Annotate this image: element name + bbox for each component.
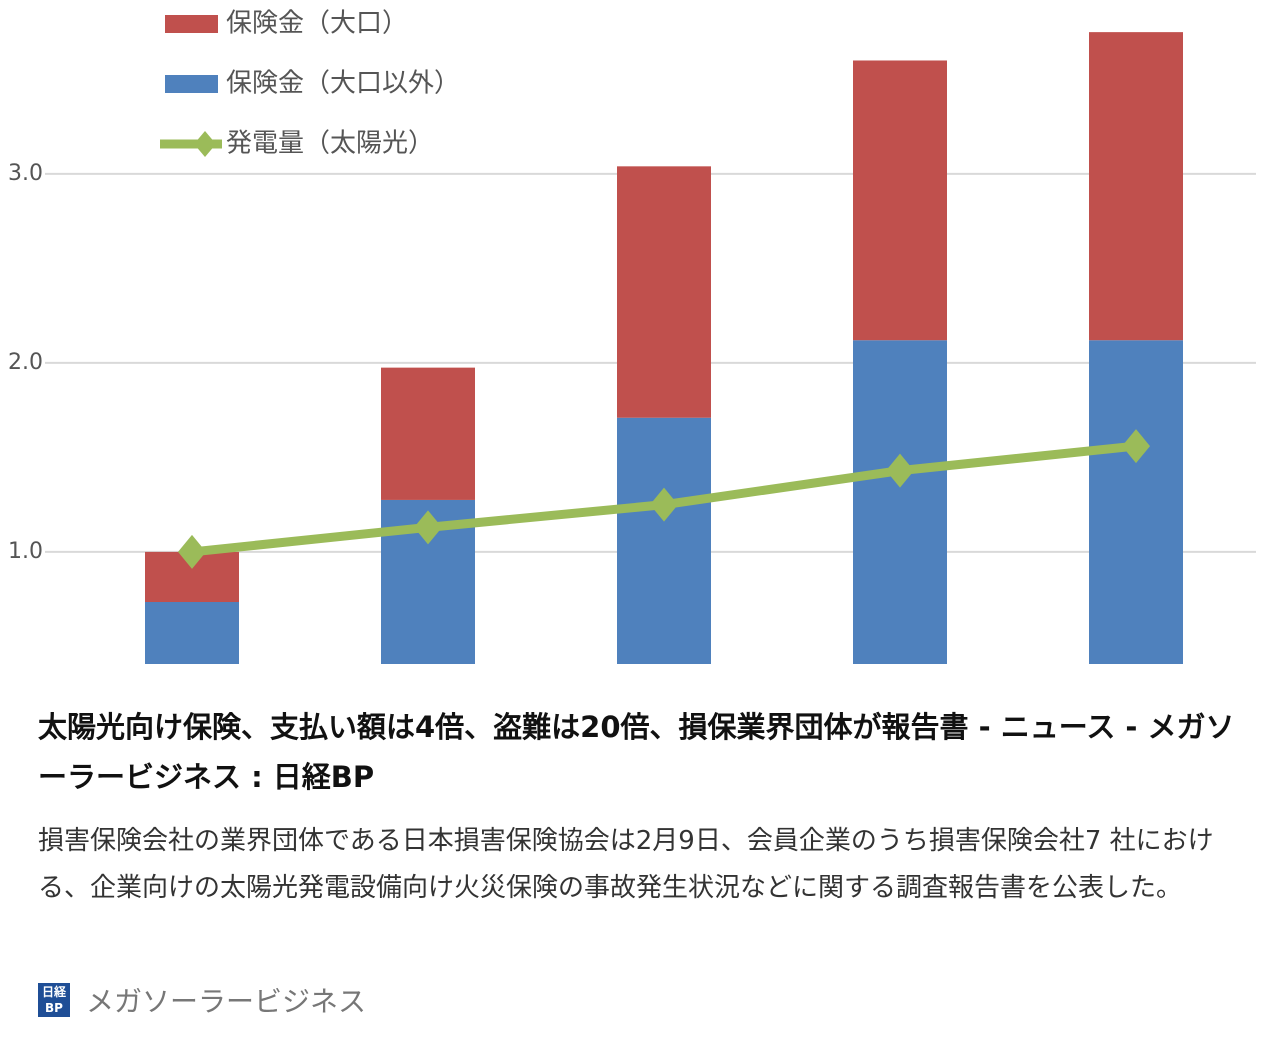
chart: 1.0 2.0 3.0 保険金（大口） 保険金（大口以外） 発電量（太陽光）: [8, 9, 1256, 664]
bar: [853, 60, 947, 341]
bar: [1089, 340, 1183, 664]
marker: [178, 534, 206, 569]
bar: [617, 166, 711, 418]
legend-swatch: [194, 131, 216, 157]
source: 日経 BP メガソーラービジネス: [38, 980, 366, 1020]
legend-swatch: [165, 15, 218, 33]
source-logo: 日経 BP: [38, 983, 70, 1017]
legend-label: 発電量（太陽光）: [226, 129, 434, 159]
bar: [381, 367, 475, 500]
bar: [617, 417, 711, 664]
y-tick-label: 1.0: [8, 539, 43, 564]
article-title[interactable]: 太陽光向け保険、支払い額は4倍、盗難は20倍、損保業界団体が報告書 - ニュース…: [38, 710, 1235, 794]
logo-text: 日経: [41, 985, 66, 999]
y-tick-label: 3.0: [8, 161, 43, 186]
legend-swatch: [165, 75, 218, 93]
marker: [886, 453, 914, 488]
bar: [853, 340, 947, 664]
source-name: メガソーラービジネス: [86, 985, 367, 1018]
logo-text: BP: [45, 1001, 63, 1015]
bar: [145, 602, 239, 664]
y-tick-label: 2.0: [8, 350, 43, 375]
marker: [650, 487, 678, 522]
legend-label: 保険金（大口）: [226, 9, 408, 39]
legend-label: 保険金（大口以外）: [226, 69, 460, 99]
marker: [414, 510, 442, 545]
bar: [1089, 32, 1183, 341]
marker: [1122, 429, 1150, 464]
article-description: 損害保険会社の業界団体である日本損害保険協会は2月9日、会員企業のうち損害保険会…: [38, 826, 1214, 903]
